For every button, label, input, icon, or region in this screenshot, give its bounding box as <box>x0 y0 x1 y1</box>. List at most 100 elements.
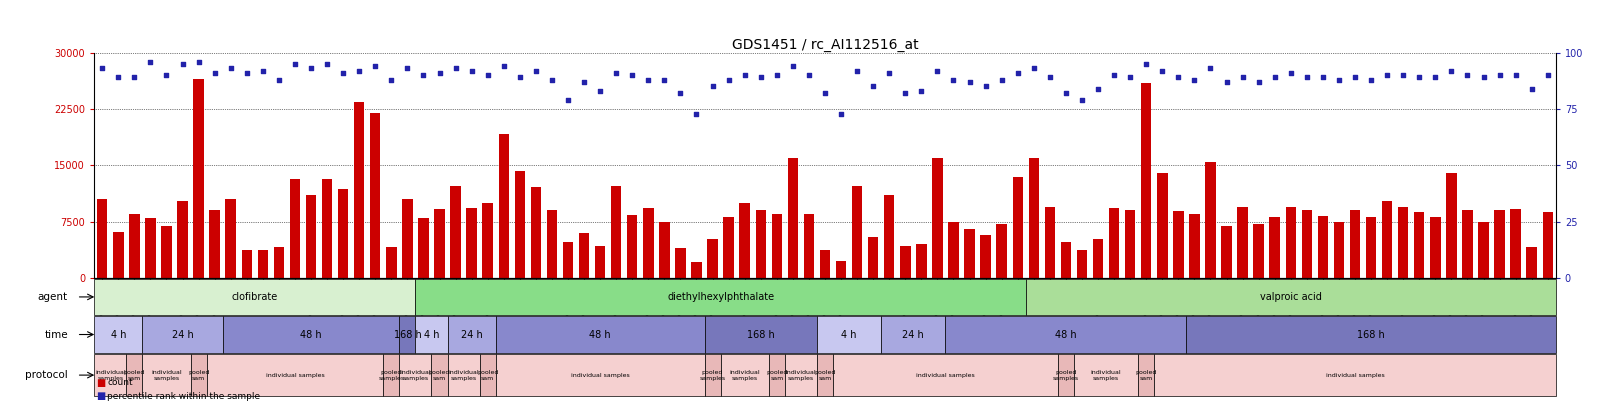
Point <box>299 65 325 72</box>
Text: 48 h: 48 h <box>300 330 321 339</box>
Point <box>105 74 131 81</box>
Bar <box>1156 173 1167 278</box>
Bar <box>386 247 396 278</box>
Point <box>458 68 484 74</box>
Bar <box>222 316 399 353</box>
Point <box>282 61 308 67</box>
Point <box>1324 77 1350 83</box>
Point <box>1422 74 1448 81</box>
Text: agent: agent <box>37 292 68 302</box>
Bar <box>193 79 204 278</box>
Point <box>812 90 837 96</box>
Bar <box>721 354 768 396</box>
Point <box>972 83 998 90</box>
Bar <box>1188 214 1199 278</box>
Point <box>362 63 388 69</box>
Bar <box>997 224 1006 278</box>
Bar <box>1109 208 1118 278</box>
Bar <box>1444 173 1456 278</box>
Bar <box>1477 222 1488 278</box>
Point <box>956 79 982 85</box>
Bar <box>691 262 701 278</box>
Point <box>828 110 854 117</box>
Point <box>1229 74 1255 81</box>
Bar <box>1138 354 1154 396</box>
Bar <box>803 214 813 278</box>
Point <box>716 77 742 83</box>
Point <box>394 65 420 72</box>
Point <box>1341 74 1367 81</box>
Text: pooled
sam: pooled sam <box>188 370 209 381</box>
Bar <box>1461 211 1472 278</box>
Bar <box>127 354 143 396</box>
Text: pooled
sam: pooled sam <box>477 370 498 381</box>
Point <box>988 77 1014 83</box>
Text: 48 h: 48 h <box>1055 330 1076 339</box>
Text: individual
samples: individual samples <box>151 370 182 381</box>
Bar <box>209 211 219 278</box>
Point <box>217 65 243 72</box>
Point <box>234 70 260 76</box>
Text: individual
samples: individual samples <box>399 370 430 381</box>
Bar <box>1430 217 1440 278</box>
Bar <box>498 134 508 278</box>
Point <box>378 77 404 83</box>
Bar <box>1044 207 1055 278</box>
Point <box>539 77 565 83</box>
Bar <box>547 211 557 278</box>
Point <box>1165 74 1191 81</box>
Point <box>1485 72 1511 79</box>
Bar <box>1253 224 1263 278</box>
Bar <box>784 354 816 396</box>
Bar <box>1509 209 1519 278</box>
Bar <box>1186 316 1555 353</box>
Text: pooled
sam: pooled sam <box>766 370 787 381</box>
Point <box>443 65 469 72</box>
Point <box>891 90 917 96</box>
Point <box>1212 79 1238 85</box>
Text: individual
samples: individual samples <box>94 370 125 381</box>
Point <box>876 70 902 76</box>
Bar <box>1172 211 1183 278</box>
Point <box>1133 61 1159 67</box>
Bar <box>226 199 235 278</box>
Bar <box>964 229 974 278</box>
Point <box>1438 68 1464 74</box>
Bar <box>883 196 894 278</box>
Text: percentile rank within the sample: percentile rank within the sample <box>107 392 260 401</box>
Bar <box>980 234 990 278</box>
Point <box>860 83 886 90</box>
Point <box>154 72 180 79</box>
Point <box>490 63 516 69</box>
Bar <box>370 113 380 278</box>
Bar <box>448 316 495 353</box>
Point <box>1310 74 1336 81</box>
Bar <box>433 209 445 278</box>
Point <box>1277 70 1303 76</box>
Bar <box>1154 354 1555 396</box>
Bar <box>531 187 540 278</box>
Point <box>89 65 115 72</box>
Bar <box>833 354 1057 396</box>
Point <box>329 70 355 76</box>
Text: 4 h: 4 h <box>841 330 857 339</box>
Point <box>1357 77 1383 83</box>
Bar <box>578 233 589 278</box>
Point <box>506 74 532 81</box>
Point <box>266 77 292 83</box>
Bar <box>495 354 704 396</box>
Bar <box>881 316 945 353</box>
Point <box>1196 65 1222 72</box>
Point <box>779 63 805 69</box>
Bar <box>419 218 428 278</box>
Bar <box>610 186 622 278</box>
Bar <box>274 247 284 278</box>
Bar <box>289 179 300 278</box>
Bar <box>768 354 784 396</box>
Bar <box>383 354 399 396</box>
Bar <box>915 243 927 278</box>
Point <box>1149 68 1175 74</box>
Point <box>1035 74 1061 81</box>
Bar <box>161 226 172 278</box>
Bar <box>867 237 878 278</box>
